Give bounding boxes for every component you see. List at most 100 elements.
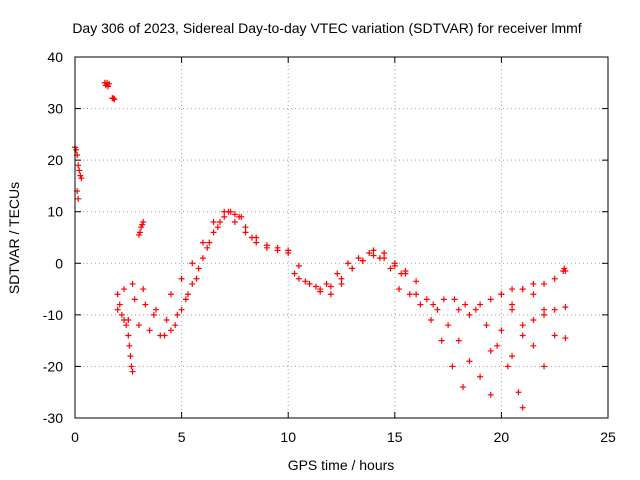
y-tick-label: 0 — [55, 255, 63, 271]
data-point — [274, 244, 281, 251]
y-tick-label: -30 — [43, 410, 63, 426]
x-tick-label: 5 — [178, 429, 186, 445]
series-drop-20 — [114, 291, 136, 375]
data-point — [199, 255, 206, 262]
data-point — [121, 286, 128, 293]
series-arc-c — [129, 208, 243, 339]
x-tick-label: 20 — [494, 429, 510, 445]
data-point — [428, 317, 435, 324]
data-point — [123, 322, 130, 329]
data-point — [451, 296, 458, 303]
data-point — [221, 208, 228, 215]
data-point — [135, 322, 142, 329]
series-mid-c — [306, 252, 420, 298]
data-point — [242, 229, 249, 236]
x-tick-label: 15 — [387, 429, 403, 445]
y-tick-label: 30 — [47, 101, 63, 117]
data-point — [167, 327, 174, 334]
data-point — [541, 306, 548, 313]
data-point — [477, 301, 484, 308]
data-point — [455, 337, 462, 344]
data-point — [509, 353, 516, 360]
data-point — [129, 280, 136, 287]
data-point — [242, 224, 249, 231]
data-point — [413, 291, 420, 298]
data-point — [561, 265, 568, 272]
series-early-high — [72, 144, 85, 202]
data-point — [334, 270, 341, 277]
y-axis-label: SDTVAR / TECUs — [6, 182, 22, 294]
data-point — [423, 296, 430, 303]
data-point — [127, 353, 134, 360]
data-point — [146, 327, 153, 334]
data-point — [150, 311, 157, 318]
data-point — [114, 291, 121, 298]
grid-lines — [75, 57, 608, 418]
data-point — [327, 291, 334, 298]
series-late-e — [487, 286, 569, 354]
data-point — [116, 301, 123, 308]
data-point — [189, 280, 196, 287]
series-late-f — [509, 304, 569, 360]
data-point — [541, 363, 548, 370]
data-point — [231, 219, 238, 226]
data-point — [110, 95, 117, 102]
data-point — [509, 306, 516, 313]
data-point — [210, 219, 217, 226]
data-point — [359, 257, 366, 264]
series-late-g — [498, 268, 569, 298]
series-end-point — [560, 265, 568, 275]
data-point — [78, 175, 85, 182]
x-axis-ticks: 0 5 10 15 20 25 — [71, 57, 616, 445]
data-point — [111, 96, 118, 103]
data-point — [142, 301, 149, 308]
data-point — [455, 306, 462, 313]
data-point — [466, 311, 473, 318]
data-point — [131, 296, 138, 303]
data-point — [438, 337, 445, 344]
data-point — [327, 283, 334, 290]
data-point — [338, 280, 345, 287]
data-point — [295, 262, 302, 269]
data-point — [75, 162, 82, 169]
data-point — [509, 301, 516, 308]
data-points — [72, 79, 569, 411]
data-point — [487, 347, 494, 354]
data-point — [302, 278, 309, 285]
data-point — [323, 280, 330, 287]
data-point — [530, 291, 537, 298]
data-point — [126, 342, 133, 349]
x-tick-label: 10 — [280, 429, 296, 445]
data-point — [263, 242, 270, 249]
data-point — [338, 275, 345, 282]
data-point — [129, 368, 136, 375]
data-point — [76, 167, 83, 174]
data-point — [285, 247, 292, 254]
y-tick-label: 20 — [47, 152, 63, 168]
data-point — [562, 335, 569, 342]
data-point — [236, 213, 243, 220]
data-point — [462, 301, 469, 308]
data-point — [370, 252, 377, 259]
x-tick-label: 25 — [600, 429, 616, 445]
data-point — [494, 342, 501, 349]
data-point — [206, 239, 213, 246]
data-point — [291, 270, 298, 277]
series-spike-35 — [101, 79, 113, 90]
data-point — [509, 286, 516, 293]
data-point — [161, 332, 168, 339]
data-point — [466, 358, 473, 365]
data-point — [163, 317, 170, 324]
data-point — [541, 311, 548, 318]
data-point — [140, 219, 147, 226]
data-point — [137, 229, 144, 236]
y-tick-label: -20 — [43, 358, 63, 374]
data-point — [530, 342, 537, 349]
data-point — [434, 306, 441, 313]
data-point — [178, 306, 185, 313]
y-tick-label: 40 — [47, 49, 63, 65]
data-point — [167, 291, 174, 298]
data-point — [562, 304, 569, 311]
data-point — [118, 311, 125, 318]
